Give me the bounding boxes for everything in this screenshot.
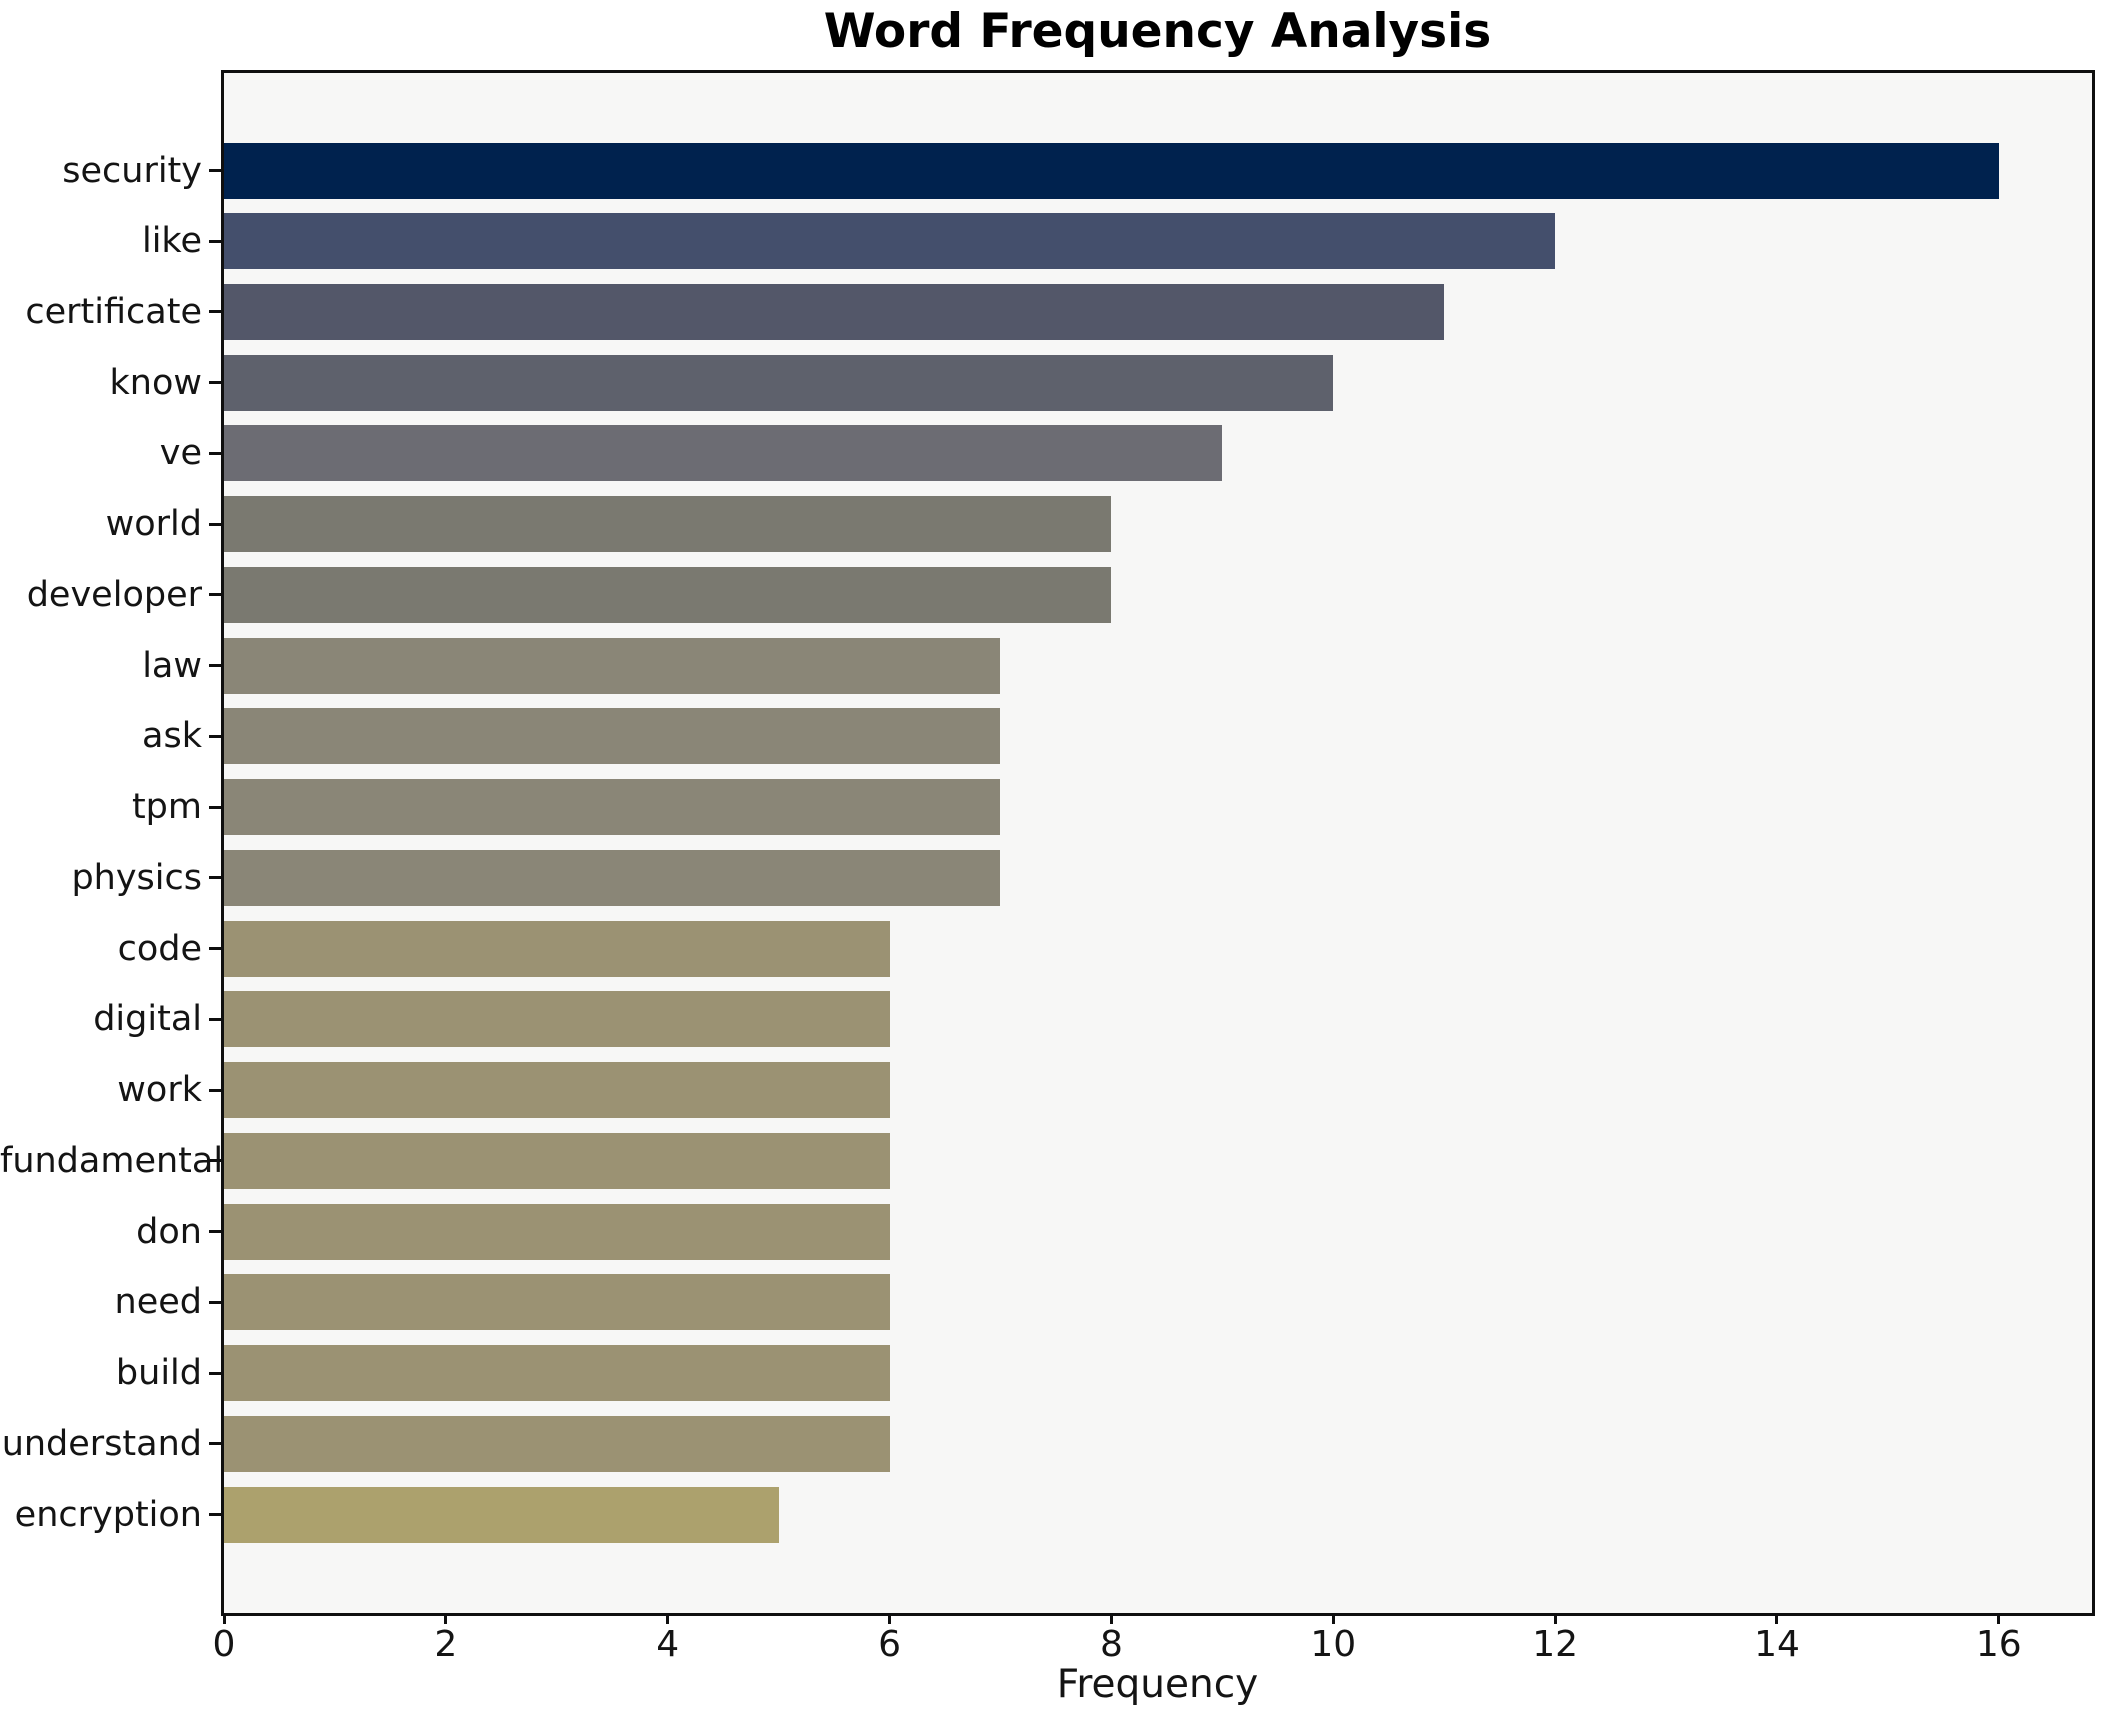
x-tick-mark [1997, 1613, 2001, 1624]
x-tick-label-4: 4 [656, 1624, 680, 1665]
y-tick-mark [209, 593, 221, 597]
y-tick-label-physics: physics [71, 857, 202, 898]
bar-certificate [224, 283, 1444, 340]
y-tick-mark [209, 310, 221, 314]
y-tick-mark [209, 1017, 221, 1021]
y-tick-mark [209, 1159, 221, 1163]
bar-tpm [224, 779, 1000, 836]
y-tick-mark [209, 1088, 221, 1092]
bar-law [224, 637, 1000, 694]
y-tick-mark [209, 1371, 221, 1375]
y-tick-label-certificate: certificate [25, 291, 202, 332]
y-tick-label-ve: ve [159, 433, 202, 474]
y-tick-label-tpm: tpm [131, 787, 202, 828]
bar-ve [224, 425, 1222, 482]
x-tick-mark [444, 1613, 448, 1624]
bar-digital [224, 991, 890, 1048]
x-tick-label-12: 12 [1532, 1624, 1579, 1665]
plot-area [221, 70, 2095, 1616]
bar-don [224, 1203, 890, 1260]
y-tick-label-know: know [109, 362, 203, 403]
x-axis-label: Frequency [1056, 1662, 1259, 1707]
bar-code [224, 920, 890, 977]
y-tick-mark [209, 239, 221, 243]
y-tick-label-don: don [136, 1211, 202, 1252]
x-tick-label-0: 0 [212, 1624, 236, 1665]
bar-work [224, 1062, 890, 1119]
y-tick-mark [209, 1230, 221, 1234]
y-tick-mark [209, 876, 221, 880]
y-tick-label-need: need [114, 1282, 202, 1323]
x-tick-mark [888, 1613, 892, 1624]
y-tick-mark [209, 1513, 221, 1517]
bar-physics [224, 849, 1000, 906]
x-tick-label-2: 2 [434, 1624, 458, 1665]
bar-understand [224, 1415, 890, 1472]
y-tick-label-like: like [141, 221, 202, 262]
bar-security [224, 142, 1999, 199]
bar-encryption [224, 1486, 779, 1543]
x-tick-mark [1109, 1613, 1113, 1624]
y-tick-label-developer: developer [26, 574, 202, 615]
x-tick-mark [1553, 1613, 1557, 1624]
chart-title: Word Frequency Analysis [823, 4, 1492, 59]
y-tick-label-code: code [117, 928, 202, 969]
y-tick-mark [209, 1442, 221, 1446]
bar-fundamental [224, 1132, 890, 1189]
y-tick-label-law: law [142, 645, 202, 686]
y-tick-mark [209, 805, 221, 809]
y-tick-mark [209, 381, 221, 385]
y-tick-label-build: build [115, 1353, 202, 1394]
bar-world [224, 496, 1111, 553]
y-tick-mark [209, 947, 221, 951]
bar-like [224, 213, 1555, 270]
y-tick-mark [209, 169, 221, 172]
y-tick-label-digital: digital [93, 999, 202, 1040]
x-tick-mark [666, 1613, 670, 1624]
y-tick-label-fundamental: fundamental [0, 1140, 224, 1181]
bar-need [224, 1274, 890, 1331]
x-tick-label-8: 8 [1099, 1624, 1123, 1665]
bar-ask [224, 708, 1000, 765]
y-tick-label-work: work [117, 1070, 202, 1111]
x-tick-mark [1331, 1613, 1335, 1624]
x-tick-label-16: 16 [1975, 1624, 2022, 1665]
y-tick-mark [209, 522, 221, 526]
x-tick-label-14: 14 [1754, 1624, 1800, 1665]
bar-know [224, 354, 1333, 411]
x-tick-label-6: 6 [878, 1624, 901, 1665]
x-tick-label-10: 10 [1310, 1624, 1357, 1665]
y-tick-label-security: security [62, 150, 202, 191]
y-tick-label-understand: understand [1, 1423, 202, 1464]
y-tick-label-world: world [105, 504, 202, 545]
x-tick-mark [222, 1613, 226, 1624]
y-tick-mark [209, 451, 221, 455]
bar-developer [224, 566, 1111, 623]
y-tick-mark [209, 1300, 221, 1304]
bar-build [224, 1345, 890, 1402]
y-tick-mark [209, 734, 221, 738]
y-tick-label-ask: ask [142, 716, 202, 757]
y-tick-label-encryption: encryption [14, 1494, 202, 1535]
x-tick-mark [1775, 1613, 1779, 1624]
y-tick-mark [209, 664, 221, 668]
